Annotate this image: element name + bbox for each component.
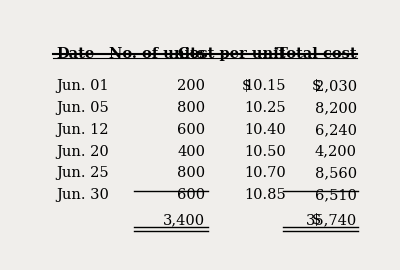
Text: 8,560: 8,560 xyxy=(315,167,357,181)
Text: Jun. 30: Jun. 30 xyxy=(56,188,109,202)
Text: 8,200: 8,200 xyxy=(315,101,357,115)
Text: Jun. 25: Jun. 25 xyxy=(56,167,109,181)
Text: Jun. 12: Jun. 12 xyxy=(56,123,109,137)
Text: 200: 200 xyxy=(177,79,205,93)
Text: $: $ xyxy=(312,79,321,93)
Text: 6,240: 6,240 xyxy=(315,123,357,137)
Text: No. of units: No. of units xyxy=(109,47,205,61)
Text: $: $ xyxy=(242,79,252,93)
Text: Jun. 20: Jun. 20 xyxy=(56,145,109,159)
Text: 10.15: 10.15 xyxy=(244,79,286,93)
Text: 10.85: 10.85 xyxy=(244,188,286,202)
Text: Jun. 01: Jun. 01 xyxy=(56,79,109,93)
Text: 6,510: 6,510 xyxy=(315,188,357,202)
Text: 10.50: 10.50 xyxy=(244,145,286,159)
Text: 800: 800 xyxy=(177,167,205,181)
Text: Total cost: Total cost xyxy=(277,47,357,61)
Text: 35,740: 35,740 xyxy=(306,213,357,227)
Text: $: $ xyxy=(312,213,321,227)
Text: 3,400: 3,400 xyxy=(163,213,205,227)
Text: 4,200: 4,200 xyxy=(315,145,357,159)
Text: 800: 800 xyxy=(177,101,205,115)
Text: 400: 400 xyxy=(177,145,205,159)
Text: 600: 600 xyxy=(177,123,205,137)
Text: 10.25: 10.25 xyxy=(244,101,286,115)
Text: Date: Date xyxy=(56,47,94,61)
Text: 10.40: 10.40 xyxy=(244,123,286,137)
Text: 2,030: 2,030 xyxy=(315,79,357,93)
Text: Cost per unit: Cost per unit xyxy=(178,47,286,61)
Text: 600: 600 xyxy=(177,188,205,202)
Text: Jun. 05: Jun. 05 xyxy=(56,101,109,115)
Text: 10.70: 10.70 xyxy=(244,167,286,181)
